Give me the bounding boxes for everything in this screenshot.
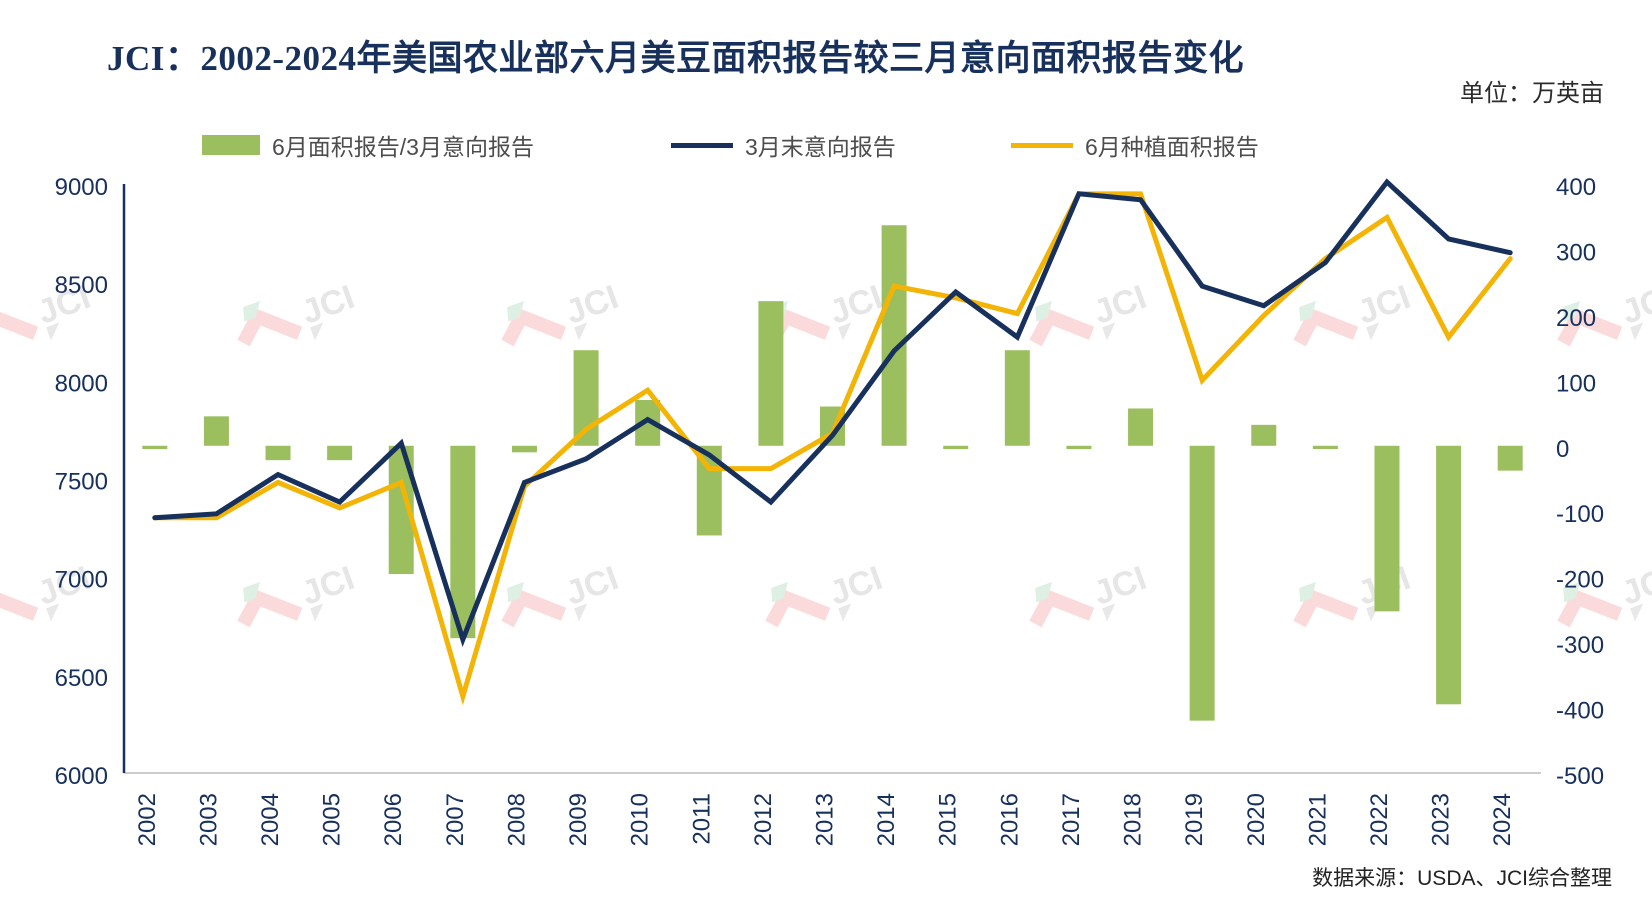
svg-text:2010: 2010 [627,793,654,846]
svg-text:2024: 2024 [1489,793,1516,846]
svg-text:7000: 7000 [55,567,108,594]
svg-text:9000: 9000 [55,174,108,201]
svg-text:-300: -300 [1556,632,1604,659]
svg-text:2012: 2012 [750,793,777,846]
svg-text:2011: 2011 [688,793,715,845]
svg-text:2003: 2003 [195,793,222,846]
svg-text:2014: 2014 [873,793,900,846]
svg-text:2023: 2023 [1428,793,1455,846]
svg-text:2018: 2018 [1120,793,1147,846]
svg-text:2005: 2005 [319,793,346,846]
svg-text:300: 300 [1556,239,1596,266]
svg-text:2022: 2022 [1366,793,1393,846]
svg-text:2013: 2013 [812,793,839,846]
svg-text:2006: 2006 [380,793,407,846]
svg-text:8500: 8500 [55,272,108,299]
svg-text:2019: 2019 [1181,793,1208,846]
svg-text:2002: 2002 [134,793,161,846]
svg-text:2021: 2021 [1304,793,1331,846]
svg-text:2016: 2016 [996,793,1023,846]
svg-text:6000: 6000 [55,763,108,790]
svg-text:2009: 2009 [565,793,592,846]
svg-text:400: 400 [1556,174,1596,201]
svg-text:7500: 7500 [55,469,108,496]
svg-text:2015: 2015 [935,793,962,846]
svg-text:2008: 2008 [503,793,530,846]
svg-text:-400: -400 [1556,698,1604,725]
svg-text:200: 200 [1556,305,1596,332]
svg-text:-100: -100 [1556,501,1604,528]
svg-text:-500: -500 [1556,763,1604,790]
svg-text:8000: 8000 [55,370,108,397]
svg-text:2020: 2020 [1243,793,1270,846]
svg-text:-200: -200 [1556,567,1604,594]
svg-text:100: 100 [1556,370,1596,397]
svg-text:2017: 2017 [1058,793,1085,846]
svg-text:2004: 2004 [257,793,284,846]
svg-text:6500: 6500 [55,665,108,692]
svg-text:2007: 2007 [442,793,469,846]
svg-text:0: 0 [1556,436,1569,463]
